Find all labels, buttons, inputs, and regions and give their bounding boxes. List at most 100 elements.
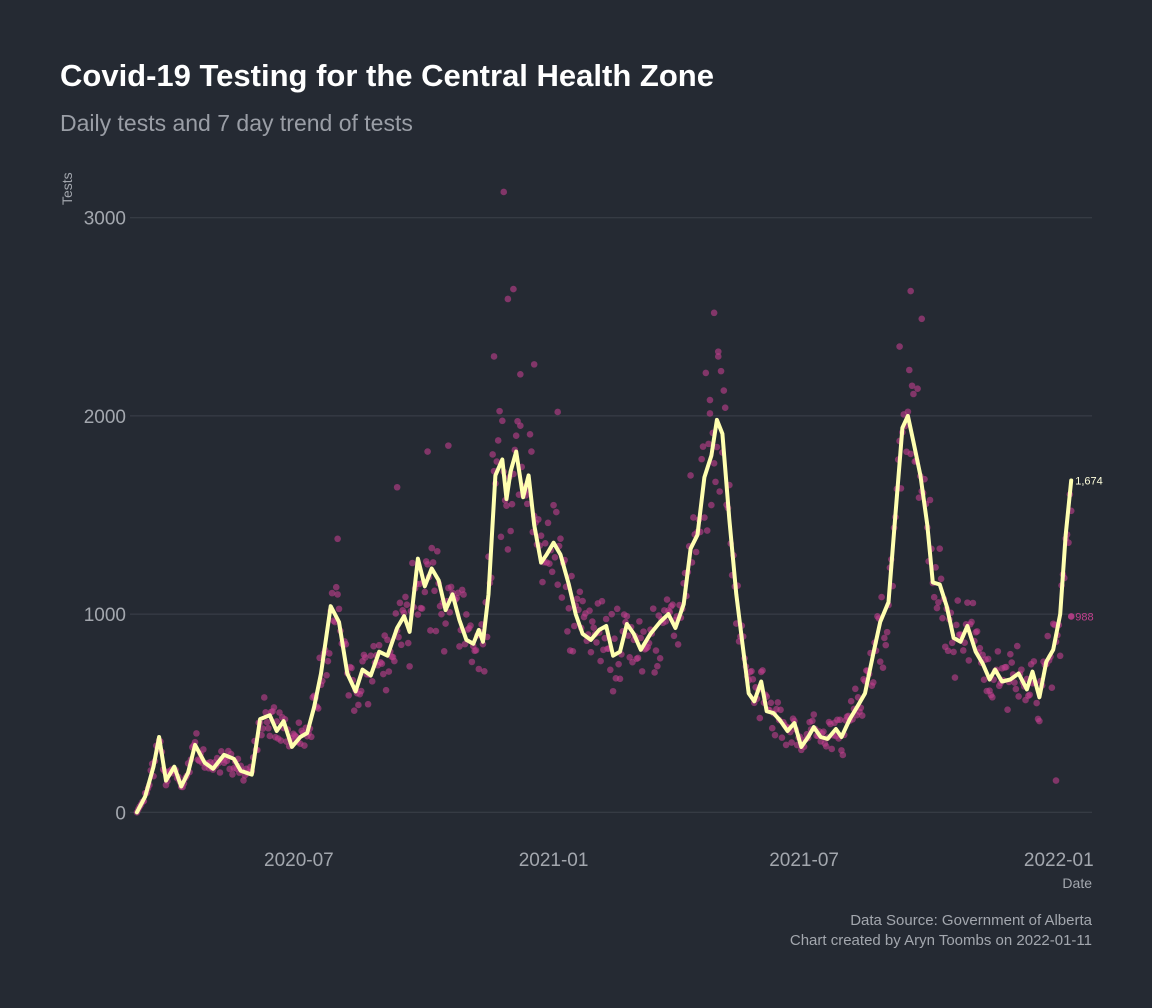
daily-point: [625, 632, 632, 639]
daily-point: [510, 285, 517, 293]
daily-point: [976, 644, 984, 652]
daily-point: [544, 519, 552, 527]
daily-point: [1008, 659, 1016, 666]
daily-point: [839, 751, 847, 759]
daily-point: [782, 741, 790, 749]
daily-point: [597, 657, 604, 665]
daily-point: [260, 694, 268, 701]
trend-line: [134, 413, 1074, 815]
daily-point: [507, 527, 514, 535]
daily-point: [951, 674, 959, 681]
daily-point: [593, 639, 600, 646]
daily-point: [778, 734, 786, 741]
daily-point: [438, 610, 445, 618]
daily-point: [314, 705, 322, 712]
daily-point: [499, 417, 506, 425]
daily-point: [663, 596, 671, 603]
daily-point: [656, 655, 664, 662]
daily-point: [500, 188, 508, 196]
daily-point: [1052, 777, 1060, 784]
daily-point: [396, 599, 404, 607]
daily-point: [638, 668, 646, 675]
daily-point: [460, 591, 467, 598]
daily-point: [418, 605, 426, 612]
daily-point: [490, 353, 498, 360]
daily-point: [262, 708, 269, 716]
daily-point: [409, 559, 416, 567]
daily-point: [690, 514, 697, 521]
daily-point: [915, 494, 923, 502]
daily-point: [364, 700, 372, 708]
daily-point: [669, 601, 676, 608]
daily-point: [748, 667, 755, 675]
daily-point: [652, 647, 660, 654]
daily-point: [481, 667, 488, 675]
daily-point: [950, 648, 957, 656]
daily-point: [710, 309, 718, 317]
daily-point: [424, 561, 431, 568]
daily-point: [1026, 691, 1034, 699]
daily-point: [554, 408, 562, 416]
daily-point: [710, 460, 718, 467]
daily-point: [602, 615, 610, 623]
daily-point: [395, 633, 402, 641]
daily-point: [433, 547, 441, 555]
daily-point: [980, 676, 988, 684]
daily-point: [334, 591, 341, 598]
daily-point: [1033, 699, 1040, 707]
daily-point: [964, 599, 971, 606]
daily-point: [651, 669, 658, 676]
daily-point: [429, 559, 437, 566]
daily-point: [944, 647, 952, 655]
daily-point: [573, 595, 581, 603]
daily-point: [623, 612, 631, 620]
daily-point: [475, 665, 483, 673]
daily-point: [933, 604, 941, 612]
daily-point: [565, 605, 573, 612]
daily-point: [1018, 666, 1025, 673]
daily-point: [626, 654, 633, 661]
daily-point: [698, 455, 705, 463]
daily-point: [414, 611, 422, 618]
daily-point: [607, 666, 614, 674]
daily-point: [539, 578, 546, 586]
daily-point: [948, 639, 956, 647]
daily-point: [994, 648, 1002, 655]
daily-point: [852, 685, 859, 693]
daily-point: [447, 583, 455, 591]
last-point: [1067, 613, 1075, 620]
daily-point: [541, 539, 549, 547]
daily-point: [883, 628, 891, 636]
daily-point: [295, 719, 303, 726]
daily-point: [402, 593, 409, 601]
daily-point: [385, 668, 393, 675]
daily-point: [335, 605, 343, 613]
daily-point: [357, 687, 365, 695]
daily-point: [548, 568, 556, 576]
daily-point: [362, 654, 369, 661]
daily-point: [777, 706, 784, 714]
trend-layer: [134, 413, 1074, 815]
daily-point: [382, 686, 390, 694]
daily-point: [590, 624, 597, 632]
daily-point: [708, 501, 715, 509]
daily-point: [904, 408, 912, 416]
y-tick-label: 1000: [84, 605, 126, 626]
daily-point: [601, 634, 609, 642]
daily-point: [193, 730, 200, 737]
daily-point: [489, 451, 496, 458]
daily-point: [523, 500, 531, 508]
daily-point: [1013, 642, 1021, 650]
daily-point: [1004, 706, 1011, 714]
daily-point: [240, 777, 247, 784]
daily-point: [229, 771, 236, 778]
y-tick-label: 3000: [84, 209, 126, 230]
daily-point: [721, 404, 729, 412]
daily-point: [406, 663, 413, 670]
daily-point: [649, 605, 657, 612]
x-axis-title: Date: [1062, 875, 1092, 891]
daily-point: [932, 564, 939, 571]
end-value-label: 1,674: [1075, 476, 1103, 488]
daily-point: [1012, 685, 1020, 693]
